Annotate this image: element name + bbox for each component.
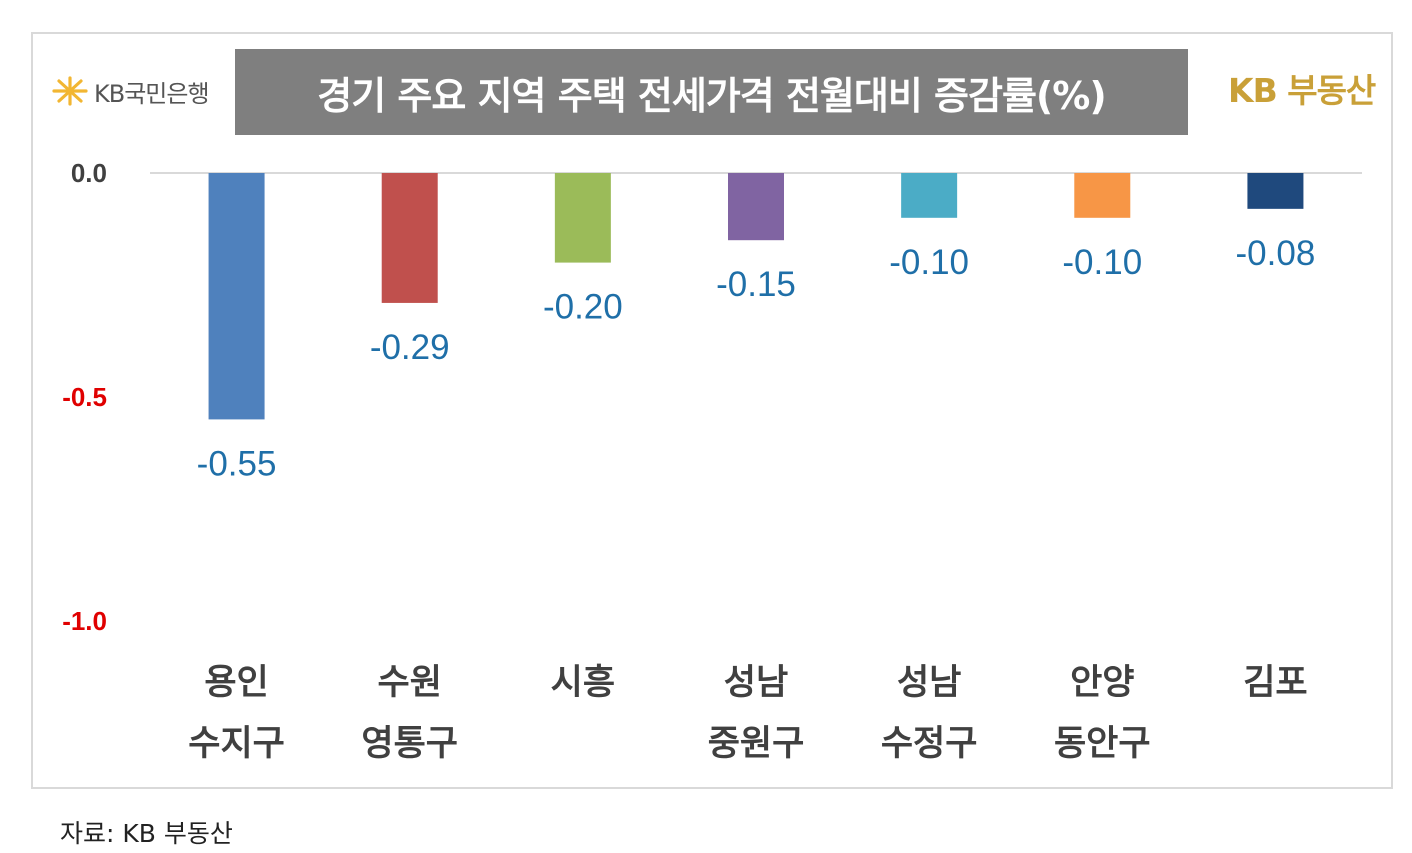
category-label: 시흥 <box>551 663 615 703</box>
bar-value-label: -0.08 <box>1236 234 1316 273</box>
bar <box>1074 173 1131 218</box>
bar-value-label: -0.15 <box>716 265 796 304</box>
category-label: 성남 <box>724 663 788 703</box>
category-label: 김포 <box>1243 663 1307 703</box>
category-label: 영통구 <box>361 724 458 764</box>
y-tick-label: 0.0 <box>71 158 107 188</box>
category-label: 안양 <box>1070 663 1134 703</box>
bar-value-label: -0.55 <box>197 444 277 483</box>
y-tick-label: -0.5 <box>62 382 107 412</box>
category-label: 용인 <box>204 663 268 703</box>
category-label: 중원구 <box>708 724 805 764</box>
bar <box>728 173 784 241</box>
bar <box>381 173 438 303</box>
bar-value-label: -0.20 <box>543 288 623 327</box>
category-label: 수정구 <box>881 724 978 764</box>
kb-star-icon <box>52 76 88 106</box>
bar <box>901 173 958 218</box>
bar <box>554 173 611 263</box>
category-label: 수지구 <box>188 724 285 764</box>
bar <box>1247 173 1304 209</box>
chart-title: 경기 주요 지역 주택 전세가격 전월대비 증감률(%) <box>317 73 1106 118</box>
kb-bank-logo: KB국민은행 <box>50 74 210 108</box>
category-label: 동안구 <box>1054 724 1151 764</box>
chart-frame <box>31 32 1393 789</box>
kb-bank-logo-text: KB국민은행 <box>94 79 210 108</box>
source-note: 자료: KB 부동산 <box>60 819 233 848</box>
kb-realty-logo: KB 부동산 <box>1228 71 1376 110</box>
bar-value-label: -0.10 <box>889 243 969 282</box>
bar <box>208 173 265 420</box>
category-label: 성남 <box>897 663 961 703</box>
category-label: 수원 <box>378 663 442 703</box>
chart-title-box: 경기 주요 지역 주택 전세가격 전월대비 증감률(%) <box>235 49 1188 135</box>
bar-value-label: -0.29 <box>370 328 450 367</box>
y-tick-label: -1.0 <box>62 606 107 636</box>
bar-value-label: -0.10 <box>1062 243 1142 282</box>
